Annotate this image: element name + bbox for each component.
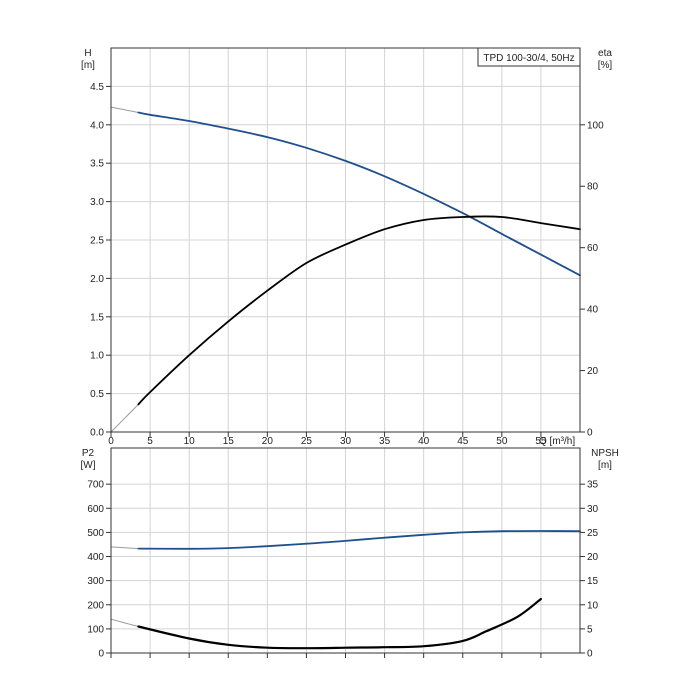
x-tick-label: 10 xyxy=(184,436,196,447)
right-tick-label: 30 xyxy=(587,504,599,515)
right-tick-label: 5 xyxy=(587,624,593,635)
x-tick-label: 55 xyxy=(535,436,547,447)
left-tick-label: 4.0 xyxy=(90,120,104,131)
p2-axis-label: P2 xyxy=(82,448,95,459)
right-tick-label: 20 xyxy=(587,552,599,563)
left-tick-label: 2.0 xyxy=(90,274,104,285)
x-tick-label: 20 xyxy=(262,436,274,447)
x-tick-label: 45 xyxy=(457,436,469,447)
right-tick-label: 40 xyxy=(587,305,599,316)
left-tick-label: 500 xyxy=(87,528,104,539)
left-tick-label: 100 xyxy=(87,624,104,635)
npsh-curve xyxy=(137,597,542,650)
curve-extrapolation xyxy=(110,106,139,113)
left-tick-label: 4.5 xyxy=(90,82,104,93)
chart-title: TPD 100-30/4, 50Hz xyxy=(483,53,574,64)
efficiency-curve xyxy=(137,215,581,406)
left-tick-label: 0 xyxy=(98,649,104,660)
right-tick-label: 100 xyxy=(587,120,604,131)
eta-axis-unit: [%] xyxy=(598,60,613,71)
left-tick-label: 600 xyxy=(87,504,104,515)
chart-title-box: TPD 100-30/4, 50Hz xyxy=(477,47,581,67)
head-curve xyxy=(137,111,581,277)
right-tick-label: 0 xyxy=(587,428,593,439)
left-tick-label: 1.5 xyxy=(90,312,104,323)
left-tick-label: 3.5 xyxy=(90,159,104,170)
x-tick-label: 50 xyxy=(496,436,508,447)
right-tick-label: 20 xyxy=(587,366,599,377)
right-tick-label: 35 xyxy=(587,480,599,491)
x-tick-label: 5 xyxy=(147,436,153,447)
left-tick-label: 300 xyxy=(87,576,104,587)
right-tick-label: 15 xyxy=(587,576,599,587)
q-axis-label: Q [m³/h] xyxy=(539,436,575,447)
left-tick-label: 0.5 xyxy=(90,389,104,400)
right-tick-label: 10 xyxy=(587,600,599,611)
npsh-axis-unit: [m] xyxy=(598,460,612,471)
x-tick-label: 35 xyxy=(379,436,391,447)
right-tick-label: 60 xyxy=(587,243,599,254)
left-tick-label: 2.5 xyxy=(90,236,104,247)
right-tick-label: 80 xyxy=(587,182,599,193)
x-tick-label: 40 xyxy=(418,436,430,447)
left-tick-label: 0.0 xyxy=(90,428,104,439)
right-tick-label: 25 xyxy=(587,528,599,539)
left-tick-label: 700 xyxy=(87,480,104,491)
x-tick-label: 30 xyxy=(340,436,352,447)
left-tick-label: 400 xyxy=(87,552,104,563)
curve-extrapolation xyxy=(110,618,139,627)
head-efficiency-panel: 0.0 0.5 1.0 1.5 2.0 2.5 3.0 3.5 4.0 4.5 0 20 40 60 80 1… xyxy=(81,47,613,447)
p2-axis-unit: [W] xyxy=(81,460,96,471)
x-tick-label: 25 xyxy=(301,436,313,447)
right-tick-label: 0 xyxy=(587,649,593,660)
curve-extrapolation xyxy=(110,546,139,550)
x-tick-label: 15 xyxy=(223,436,235,447)
curve-extrapolation xyxy=(110,404,139,433)
left-tick-label: 3.0 xyxy=(90,197,104,208)
left-tick-label: 1.0 xyxy=(90,351,104,362)
npsh-axis-label: NPSH xyxy=(591,448,619,459)
h-axis-unit: [m] xyxy=(81,60,95,71)
power-curve xyxy=(137,530,581,550)
x-tick-label: 0 xyxy=(108,436,114,447)
eta-axis-label: eta xyxy=(598,48,612,59)
h-axis-label: H xyxy=(84,48,91,59)
left-tick-label: 200 xyxy=(87,600,104,611)
